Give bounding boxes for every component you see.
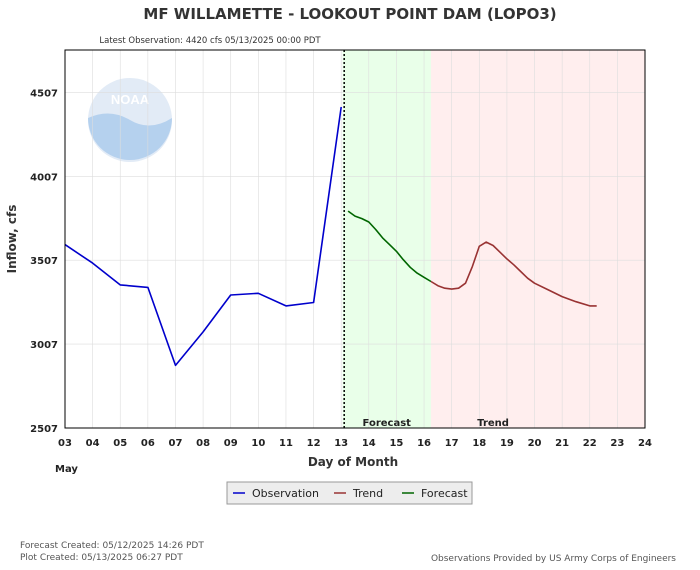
plot-border bbox=[64, 49, 646, 429]
noaa-logo-text: NOAA bbox=[111, 92, 150, 107]
x-tick-label: 24 bbox=[638, 438, 652, 449]
x-tick-label: 06 bbox=[141, 438, 155, 449]
x-tick-label: 18 bbox=[472, 438, 486, 449]
series-observation-line bbox=[64, 106, 342, 367]
chart-title: MF WILLAMETTE - LOOKOUT POINT DAM (LOPO3… bbox=[143, 5, 556, 23]
noaa-logo: NOAA bbox=[88, 78, 172, 162]
x-tick-label: 05 bbox=[113, 438, 127, 449]
x-tick-label: 11 bbox=[279, 438, 293, 449]
x-tick-label: 13 bbox=[334, 438, 348, 449]
series-forecast-line bbox=[347, 210, 432, 283]
data-series bbox=[64, 106, 597, 367]
x-tick-label: 21 bbox=[555, 438, 569, 449]
forecast-created: Forecast Created: 05/12/2025 14:26 PDT bbox=[20, 541, 204, 551]
y-tick-label: 3007 bbox=[30, 340, 58, 351]
trend-zone-label: Trend bbox=[477, 418, 509, 429]
x-tick-label: 09 bbox=[224, 438, 238, 449]
y-tick-labels: 2507 3007 3507 4007 4507 bbox=[30, 88, 58, 435]
x-tick-label: 23 bbox=[610, 438, 624, 449]
x-tick-label: 16 bbox=[417, 438, 431, 449]
x-tick-label: 03 bbox=[58, 438, 72, 449]
trend-zone bbox=[430, 50, 645, 428]
x-tick-label: 04 bbox=[86, 438, 100, 449]
legend-forecast-label: Forecast bbox=[421, 487, 468, 500]
forecast-zone bbox=[342, 50, 431, 428]
y-tick-label: 3507 bbox=[30, 256, 58, 267]
legend-box bbox=[226, 481, 473, 505]
y-axis-label: Inflow, cfs bbox=[5, 205, 19, 274]
x-axis-label: Day of Month bbox=[308, 455, 398, 469]
forecast-zone-label: Forecast bbox=[363, 418, 412, 429]
x-tick-label: 19 bbox=[500, 438, 514, 449]
month-label: May bbox=[55, 464, 78, 475]
x-tick-label: 22 bbox=[583, 438, 597, 449]
gridlines bbox=[65, 50, 645, 428]
x-tick-label: 12 bbox=[307, 438, 321, 449]
x-tick-label: 08 bbox=[196, 438, 210, 449]
data-credit: Observations Provided by US Army Corps o… bbox=[431, 554, 676, 564]
legend-observation-label: Observation bbox=[252, 487, 319, 500]
plot-created: Plot Created: 05/13/2025 06:27 PDT bbox=[20, 553, 183, 563]
x-tick-label: 07 bbox=[169, 438, 183, 449]
y-tick-label: 4007 bbox=[30, 172, 58, 183]
x-tick-label: 20 bbox=[528, 438, 542, 449]
x-tick-labels: 03 04 05 06 07 08 09 10 11 12 13 14 15 16 17 18 19 20 21 22… bbox=[58, 438, 652, 449]
legend: Observation Trend Forecast bbox=[226, 481, 473, 505]
legend-trend-label: Trend bbox=[352, 487, 383, 500]
x-tick-label: 10 bbox=[251, 438, 265, 449]
series-trend-line bbox=[430, 241, 597, 307]
latest-observation: Latest Observation: 4420 cfs 05/13/2025 … bbox=[99, 36, 321, 46]
x-tick-label: 15 bbox=[389, 438, 403, 449]
x-tick-label: 17 bbox=[445, 438, 459, 449]
y-tick-label: 4507 bbox=[30, 88, 58, 99]
y-tick-label: 2507 bbox=[30, 424, 58, 435]
x-tick-label: 14 bbox=[362, 438, 376, 449]
